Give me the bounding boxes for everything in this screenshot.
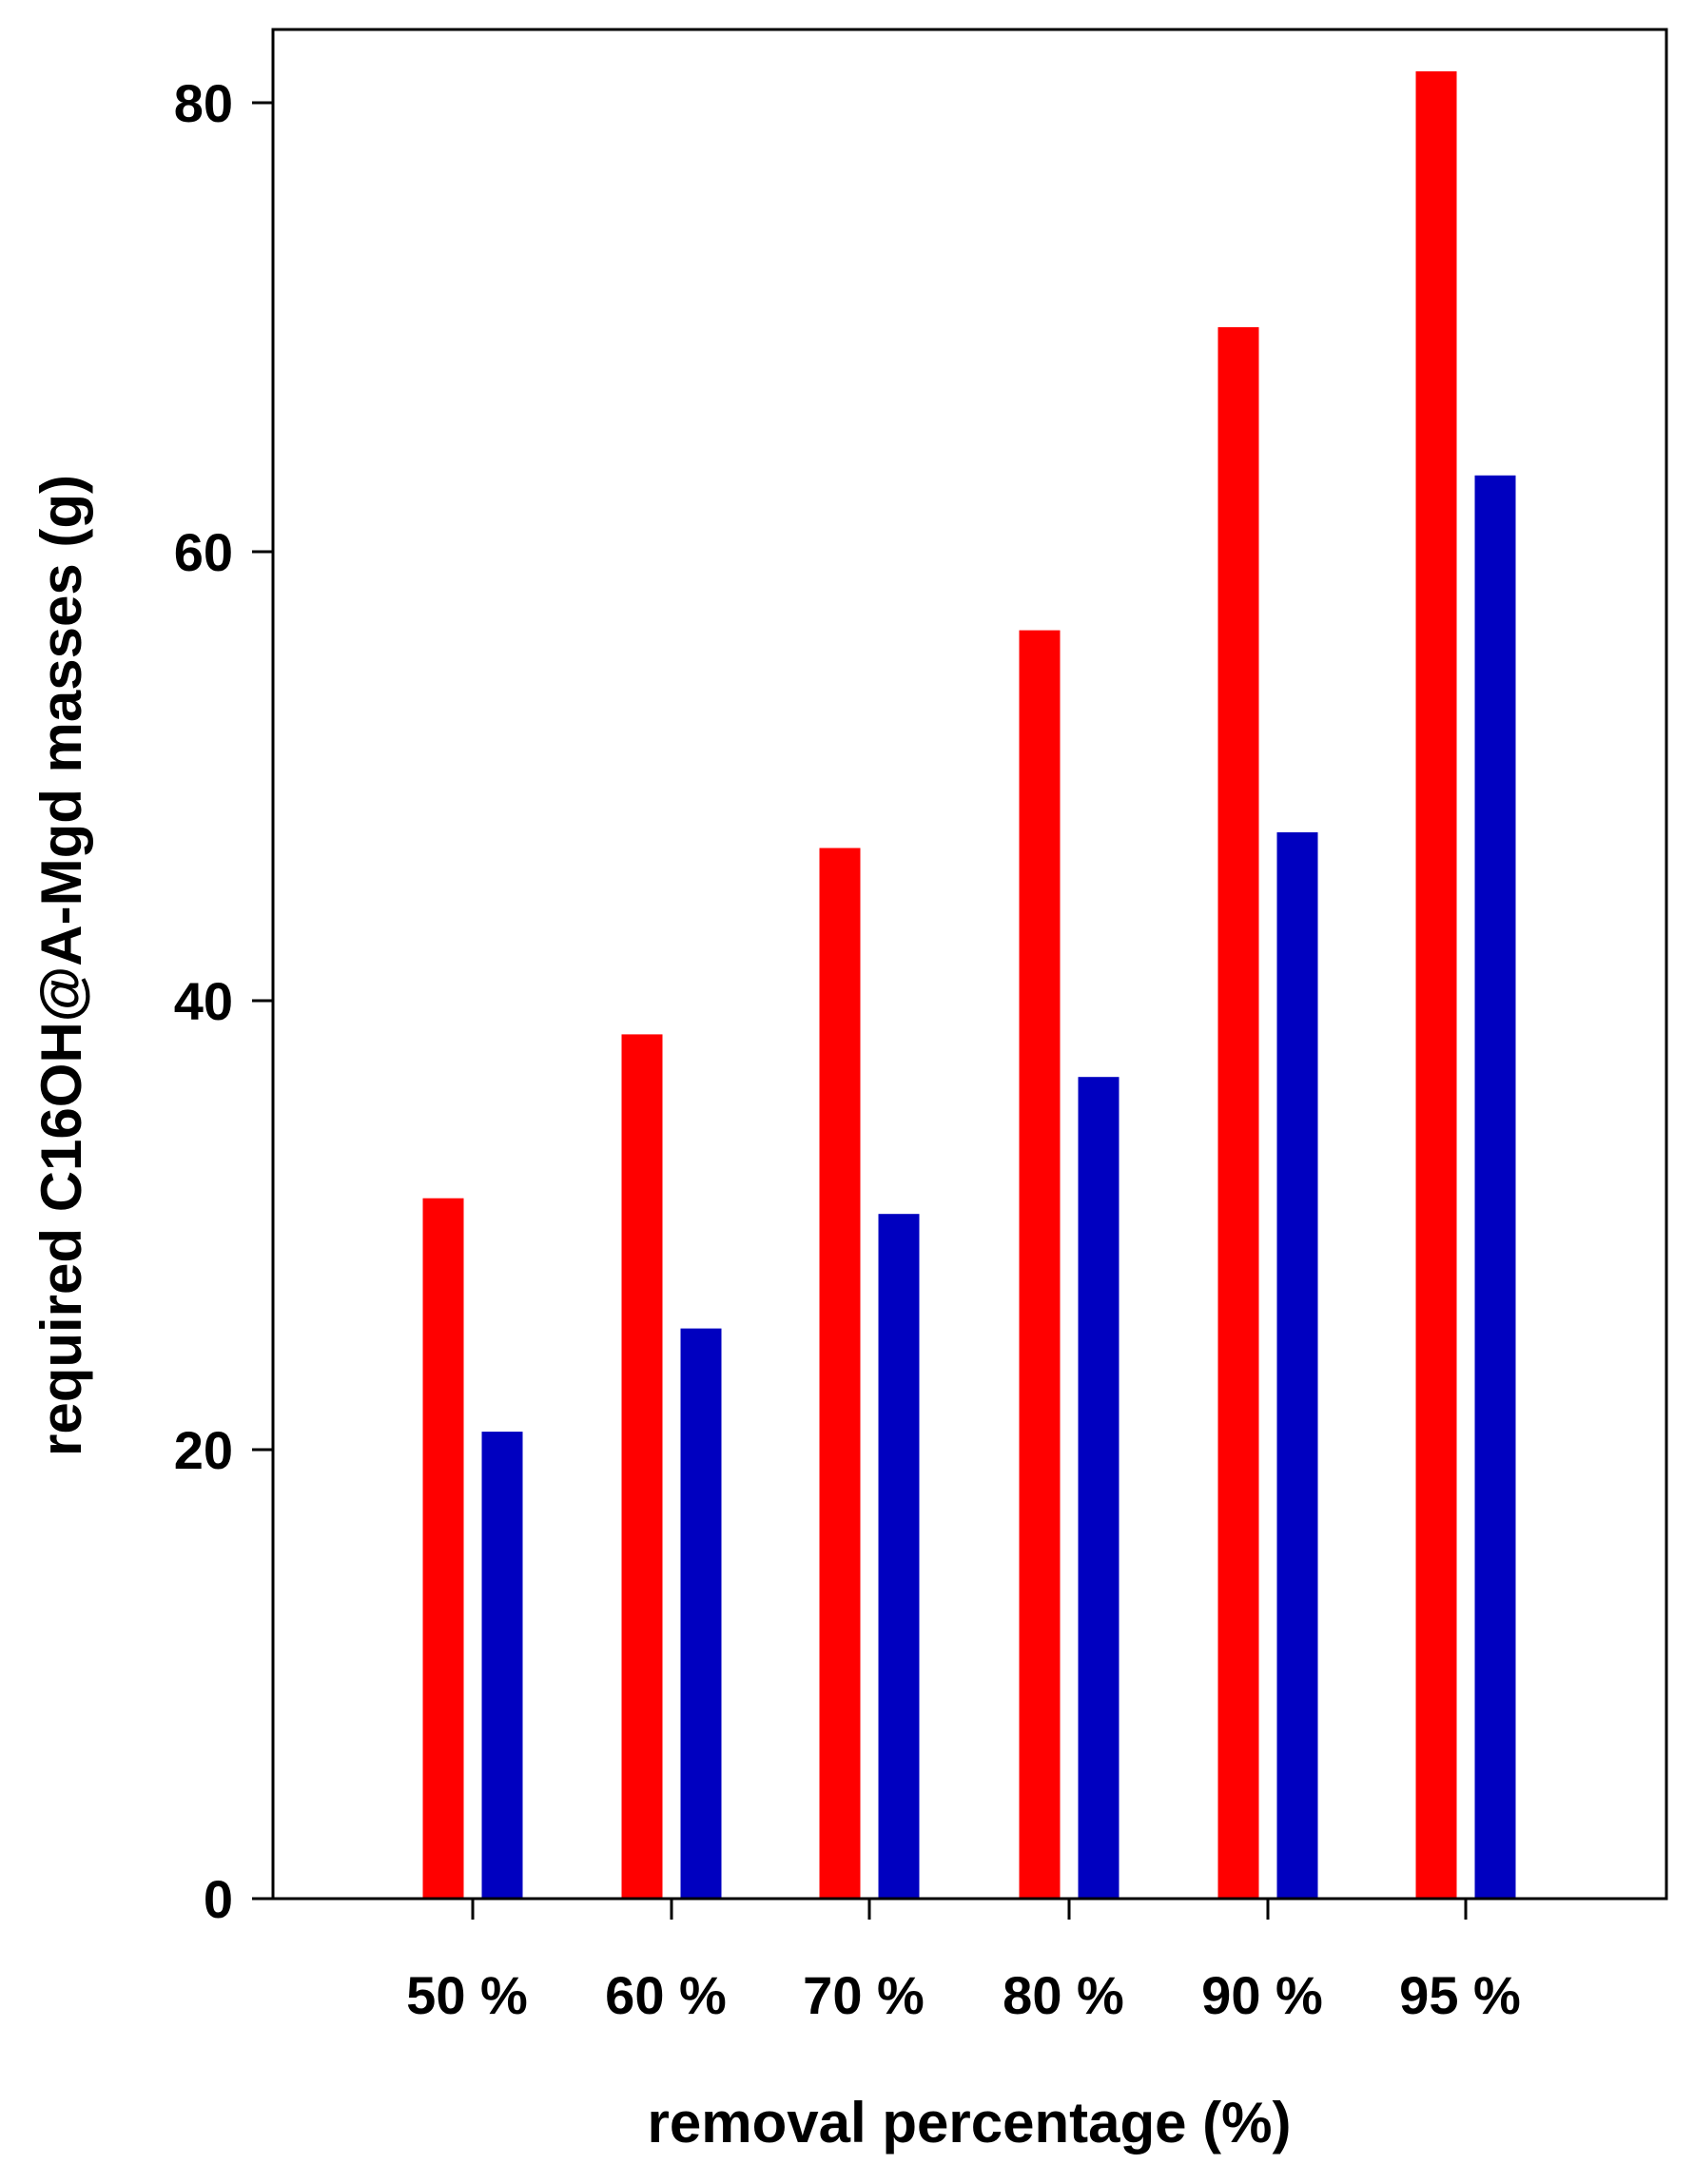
- bar-series1-70pct: [819, 848, 861, 1899]
- x-tick-label: 95 %: [1399, 1965, 1521, 2025]
- bar-series1-50pct: [422, 1198, 464, 1899]
- y-tick-label: 80: [174, 73, 233, 133]
- y-tick-label: 40: [174, 971, 233, 1031]
- y-axis-label: required C16OH@A-Mgd masses (g): [29, 475, 93, 1456]
- y-tick-label: 0: [204, 1869, 233, 1929]
- y-tick-label: 60: [174, 522, 233, 582]
- x-axis-label: removal percentage (%): [648, 2091, 1292, 2155]
- x-tick-label: 80 %: [1003, 1965, 1124, 2025]
- bar-series2-90pct: [1276, 832, 1318, 1899]
- x-tick-label: 90 %: [1201, 1965, 1323, 2025]
- bar-series1-95pct: [1415, 71, 1457, 1899]
- bar-series2-50pct: [481, 1432, 523, 1899]
- y-axis-ticks: 0 20 40 60 80: [174, 73, 273, 1929]
- bar-series1-60pct: [621, 1034, 663, 1899]
- x-tick-label: 50 %: [406, 1965, 528, 2025]
- plot-frame: [271, 28, 1668, 1901]
- x-tick-label: 70 %: [803, 1965, 925, 2025]
- axes-layer: [271, 28, 1668, 1901]
- bars-layer: [422, 71, 1516, 1899]
- bar-series1-80pct: [1019, 630, 1061, 1899]
- bar-series2-70pct: [878, 1214, 920, 1899]
- y-tick-label: 20: [174, 1420, 233, 1480]
- bar-series2-60pct: [680, 1328, 722, 1899]
- x-tick-label: 60 %: [605, 1965, 727, 2025]
- bar-series2-95pct: [1474, 475, 1516, 1899]
- x-axis-ticks: 50 % 60 % 70 % 80 % 90 % 95 %: [406, 1899, 1521, 2025]
- bar-series1-90pct: [1217, 327, 1259, 1899]
- bar-series2-80pct: [1078, 1077, 1120, 1899]
